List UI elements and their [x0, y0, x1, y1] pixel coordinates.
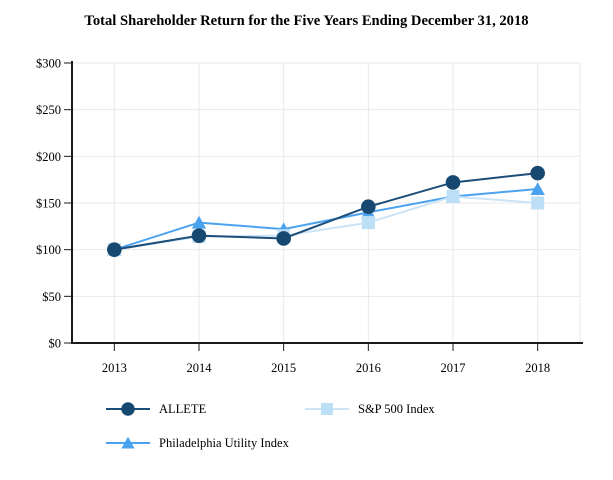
chart-title: Total Shareholder Return for the Five Ye… [84, 13, 529, 29]
y-tick-label: $50 [42, 290, 61, 304]
y-tick-label: $150 [36, 197, 61, 211]
y-tick-label: $300 [36, 57, 61, 71]
x-tick-label: 2017 [441, 361, 466, 375]
x-tick-label: 2016 [356, 361, 381, 375]
y-tick-label: $200 [36, 150, 61, 164]
data-point-circle [445, 175, 461, 190]
x-tick-label: 2013 [102, 361, 127, 375]
data-point-circle [361, 199, 376, 215]
data-point-circle [530, 165, 545, 181]
data-point-square [531, 196, 545, 210]
series-line-circle [114, 172, 538, 251]
y-tick-label: $250 [36, 103, 61, 117]
data-point-triangle [530, 182, 545, 195]
data-point-square [446, 189, 460, 203]
y-tick-label: $0 [49, 337, 62, 351]
data-point-square [361, 216, 375, 230]
data-point-circle [191, 228, 207, 243]
series-line-triangle [114, 188, 538, 251]
y-tick-label: $100 [36, 243, 61, 257]
x-tick-label: 2014 [187, 361, 213, 375]
data-point-circle [276, 231, 291, 246]
x-tick-label: 2015 [271, 361, 296, 375]
data-point-triangle [191, 215, 207, 229]
x-tick-label: 2018 [525, 361, 550, 375]
data-point-circle [107, 242, 122, 257]
